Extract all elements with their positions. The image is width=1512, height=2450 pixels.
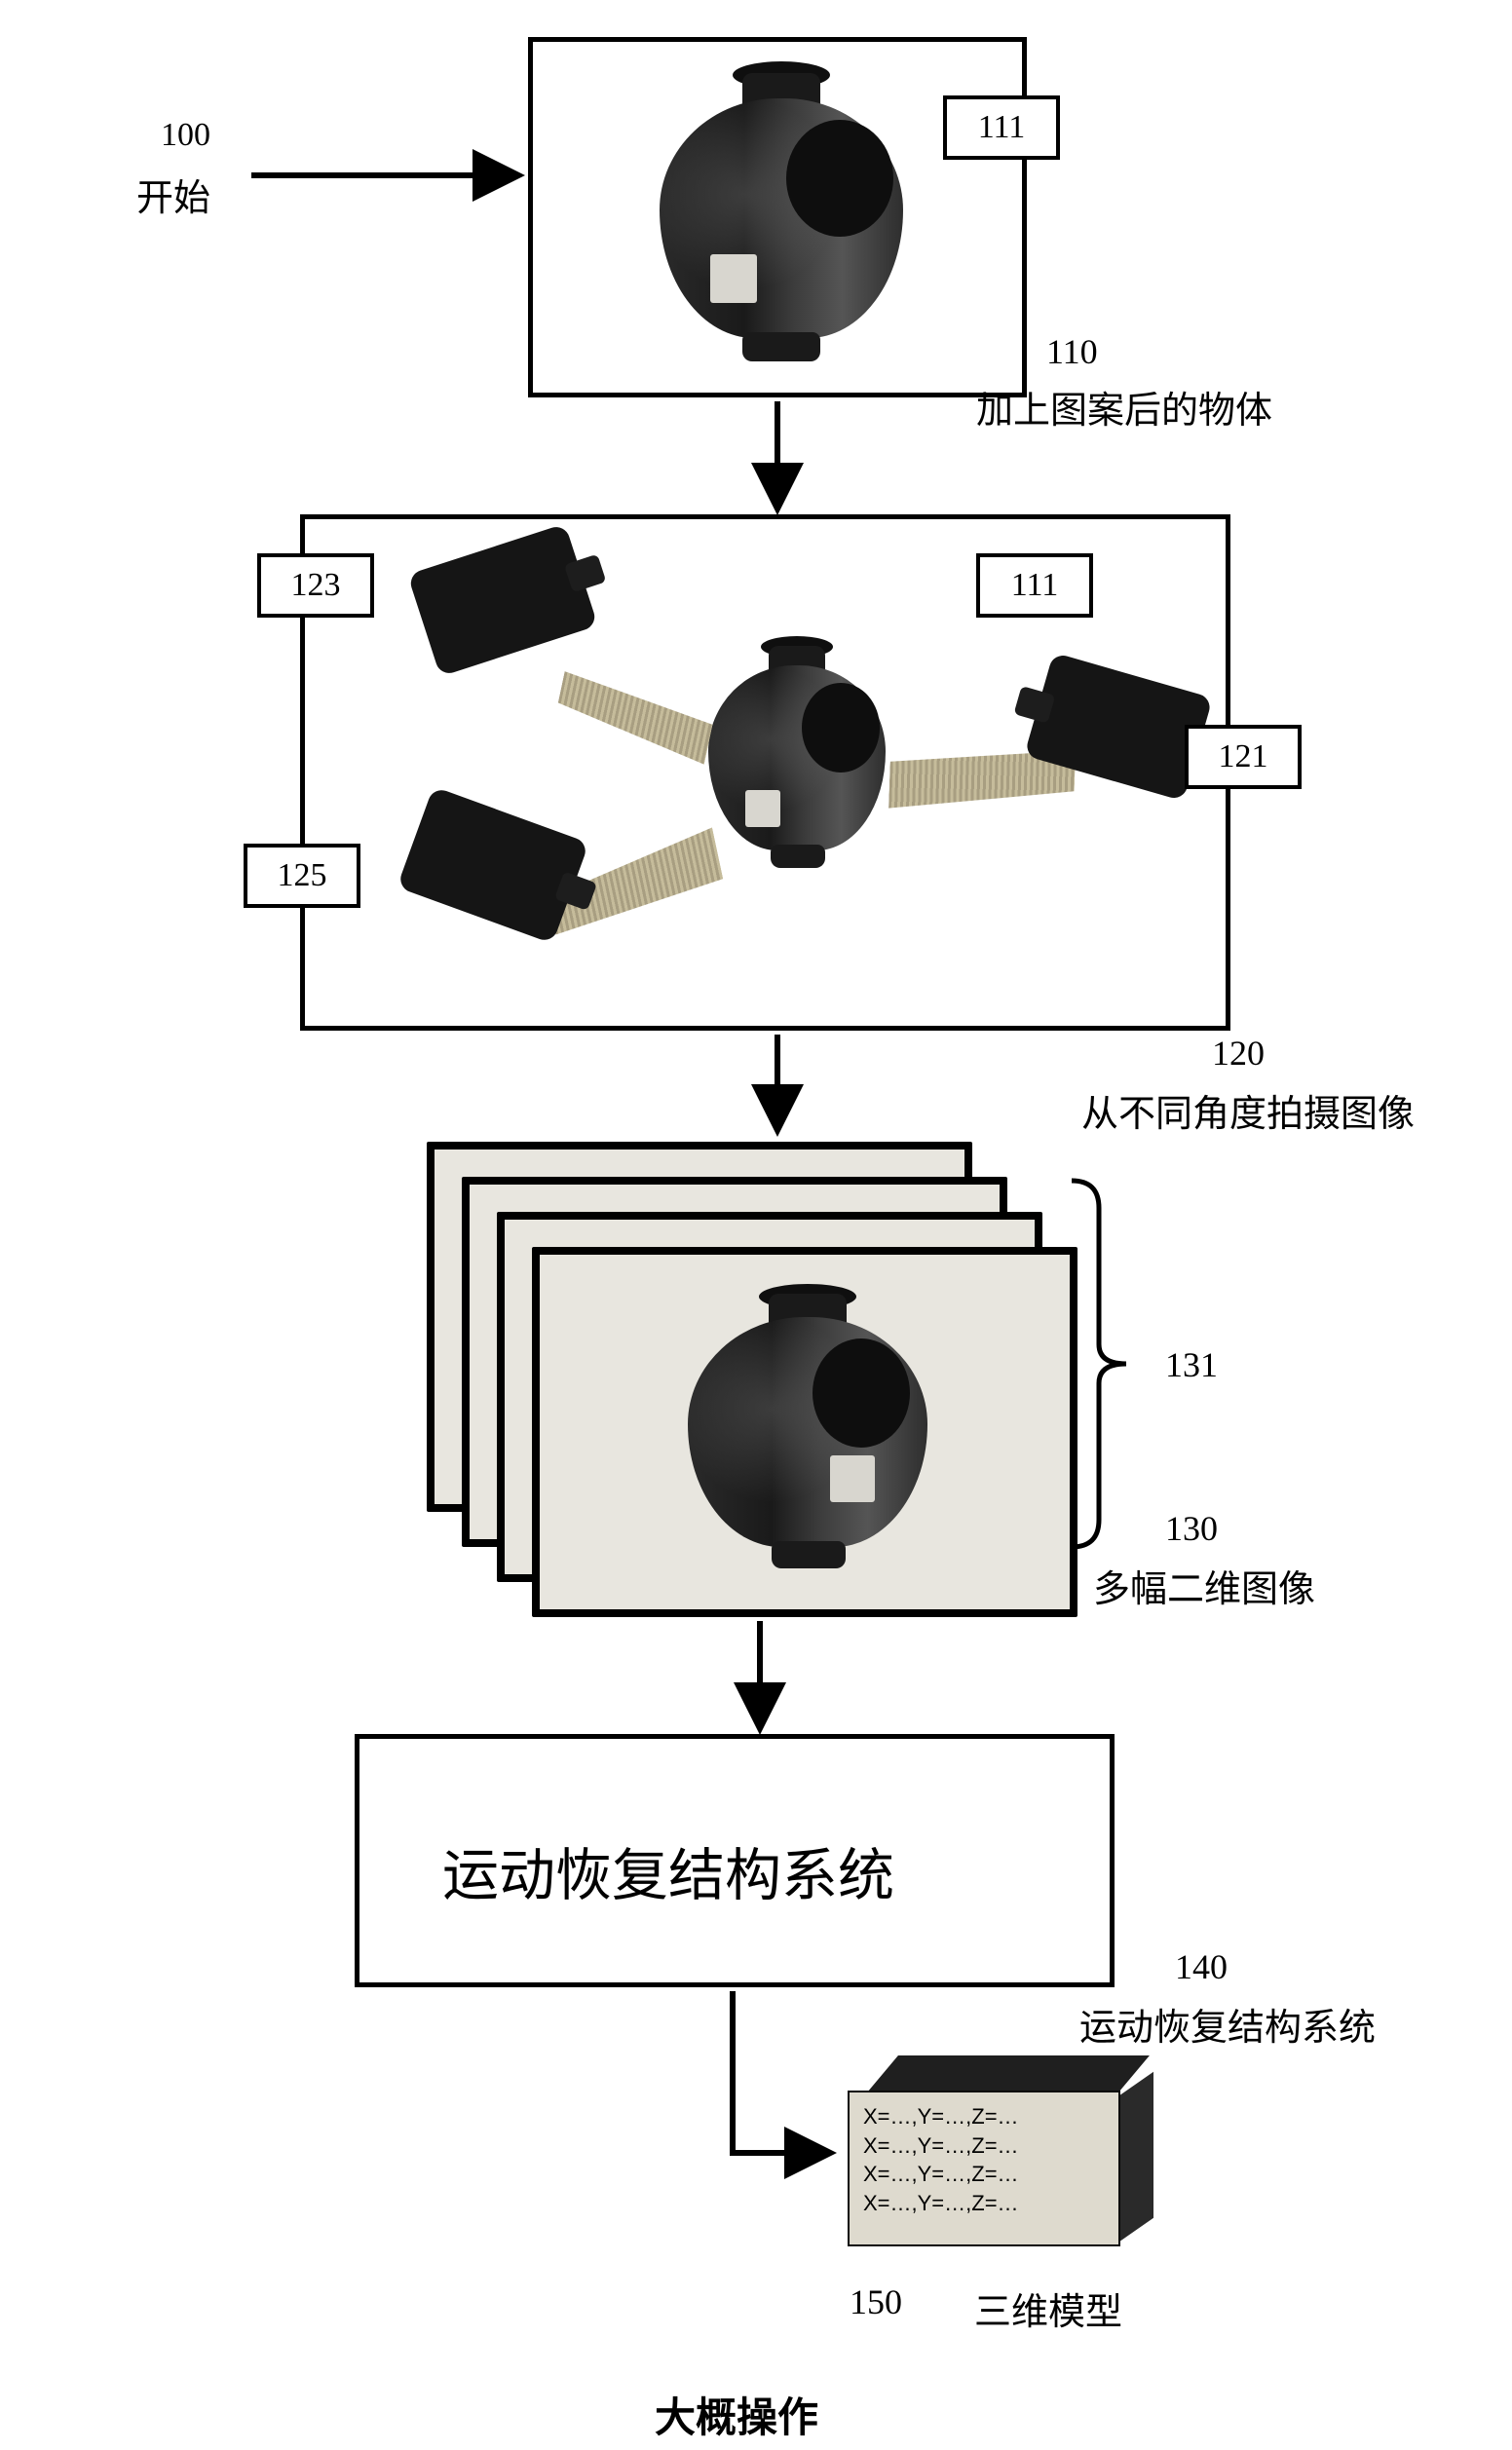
step-140-number: 140 <box>1175 1946 1228 1987</box>
label-111-mid-text: 111 <box>1011 567 1058 604</box>
vase-object-120 <box>695 636 899 889</box>
step-140-box-text: 运动恢复结构系统 <box>442 1829 894 1911</box>
figure-canvas: 100 开始 <box>0 0 1512 2450</box>
datablock-line-4: X=…,Y=…,Z=… <box>863 2189 1105 2218</box>
camera-125-icon <box>397 786 588 944</box>
label-125: 125 <box>244 844 360 908</box>
label-123: 123 <box>257 553 374 618</box>
label-125-text: 125 <box>278 857 327 894</box>
step-140-caption: 运动恢复结构系统 <box>1079 1997 1376 2051</box>
stack-frame-1 <box>532 1247 1077 1617</box>
datablock-3d: X=…,Y=…,Z=… X=…,Y=…,Z=… X=…,Y=…,Z=… X=…,… <box>848 2055 1179 2270</box>
step-131-label: 131 <box>1165 1344 1218 1385</box>
label-123-text: 123 <box>291 567 341 604</box>
step-110-box <box>528 37 1027 397</box>
step-150-number: 150 <box>850 2281 902 2322</box>
label-111-mid: 111 <box>976 553 1093 618</box>
label-121: 121 <box>1185 725 1302 789</box>
datablock-line-3: X=…,Y=…,Z=… <box>863 2160 1105 2189</box>
step-130-number: 130 <box>1165 1508 1218 1549</box>
datablock-line-1: X=…,Y=…,Z=… <box>863 2102 1105 2131</box>
vase-object-110 <box>640 61 923 373</box>
step-130-caption: 多幅二维图像 <box>1093 1559 1315 1612</box>
step-110-number: 110 <box>1046 331 1098 372</box>
label-121-text: 121 <box>1219 738 1268 775</box>
camera-123-icon <box>407 523 598 676</box>
step-120-number: 120 <box>1212 1033 1265 1074</box>
figure-title: 大概操作 <box>655 2385 818 2444</box>
vase-object-130 <box>666 1284 949 1586</box>
step-120-caption: 从不同角度拍摄图像 <box>1081 1083 1415 1137</box>
step-110-caption: 加上图案后的物体 <box>976 380 1272 433</box>
label-111-top-text: 111 <box>978 109 1025 146</box>
label-111-top: 111 <box>943 95 1060 160</box>
step-150-caption: 三维模型 <box>974 2281 1122 2335</box>
datablock-line-2: X=…,Y=…,Z=… <box>863 2131 1105 2161</box>
